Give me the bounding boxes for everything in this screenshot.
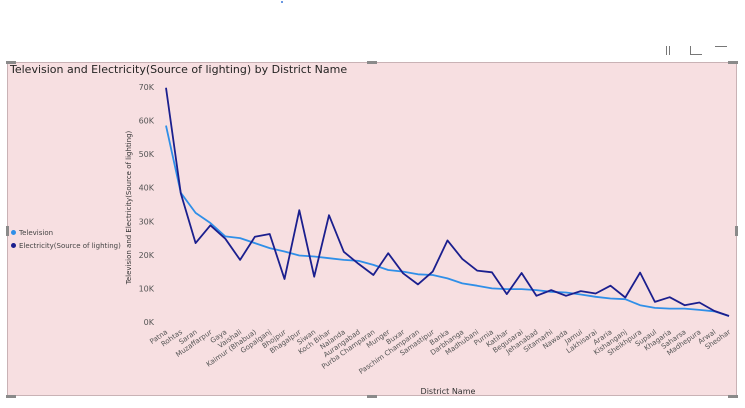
resize-handle-bottom-right[interactable] bbox=[728, 395, 738, 398]
legend-marker-electricity bbox=[11, 243, 16, 248]
resize-handle-right[interactable] bbox=[735, 226, 738, 236]
y-tick-label: 20K bbox=[139, 251, 155, 260]
series-line-electricity-source-of-lighting bbox=[165, 87, 730, 317]
resize-handle-bottom[interactable] bbox=[367, 395, 377, 398]
y-tick-label: 40K bbox=[139, 184, 155, 193]
resize-handle-top[interactable] bbox=[367, 61, 377, 64]
chart-title: Television and Electricity(Source of lig… bbox=[10, 63, 348, 76]
legend-label: Television bbox=[19, 228, 54, 237]
legend-item-television[interactable]: Television bbox=[11, 226, 121, 239]
chart-visual-container[interactable] bbox=[7, 62, 737, 396]
resize-handle-left[interactable] bbox=[6, 226, 9, 236]
resize-handle-bottom-left[interactable] bbox=[6, 395, 16, 398]
cursor-dot bbox=[281, 1, 283, 3]
y-tick-label: 60K bbox=[139, 117, 155, 126]
focus-mode-icon[interactable] bbox=[690, 46, 702, 55]
visual-header bbox=[652, 44, 740, 58]
y-tick-label: 70K bbox=[139, 83, 155, 92]
legend-marker-television bbox=[11, 230, 16, 235]
y-tick-label: 50K bbox=[139, 150, 155, 159]
resize-handle-top-right[interactable] bbox=[728, 61, 738, 64]
series-line-television bbox=[165, 125, 730, 317]
legend: Television Electricity(Source of lightin… bbox=[11, 226, 121, 252]
y-tick-label: 10K bbox=[139, 284, 155, 293]
y-axis-title: Television and Electricity(Source of lig… bbox=[125, 130, 133, 285]
legend-item-electricity[interactable]: Electricity(Source of lighting) bbox=[11, 239, 121, 252]
legend-label: Electricity(Source of lighting) bbox=[19, 241, 121, 250]
y-tick-label: 0K bbox=[144, 318, 155, 327]
y-tick-label: 30K bbox=[139, 217, 155, 226]
more-options-icon[interactable] bbox=[715, 46, 727, 55]
resize-handle-top-left[interactable] bbox=[6, 61, 16, 64]
filter-icon[interactable] bbox=[666, 46, 670, 55]
x-axis-title: District Name bbox=[421, 387, 476, 396]
